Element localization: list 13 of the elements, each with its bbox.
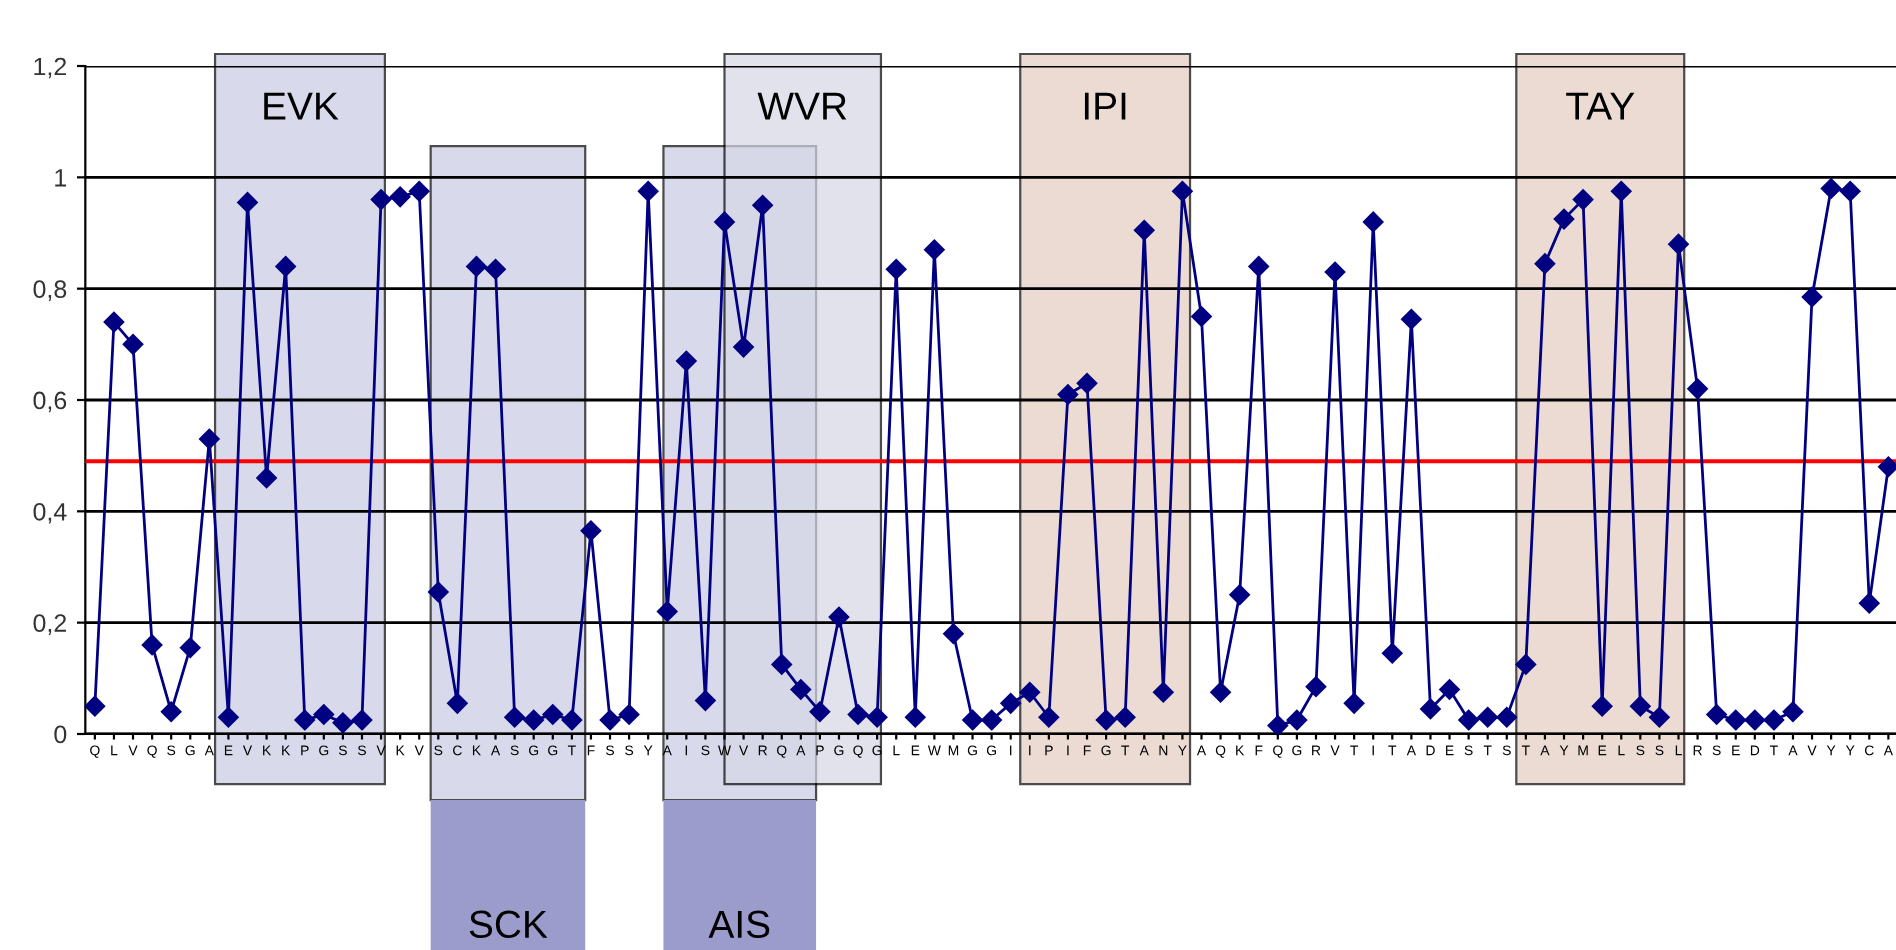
y-tick-label: 0,6 xyxy=(33,391,67,413)
annotation: IPI xyxy=(1084,92,1126,120)
text: AIS xyxy=(708,910,770,939)
text: SCK xyxy=(469,910,548,939)
y-tick-label: 1 xyxy=(55,169,67,187)
y-tick-label: 0,4 xyxy=(33,502,67,524)
y-tick-label: 1,2 xyxy=(34,57,67,79)
y-tick-label: 0 xyxy=(54,725,67,744)
annotation: EVK xyxy=(264,92,339,120)
annotation: TAY xyxy=(1566,92,1635,120)
annotation: WVR xyxy=(757,92,847,120)
y-tick-label: 0,2 xyxy=(33,614,67,635)
y-tick-label: 0,8 xyxy=(33,280,67,301)
